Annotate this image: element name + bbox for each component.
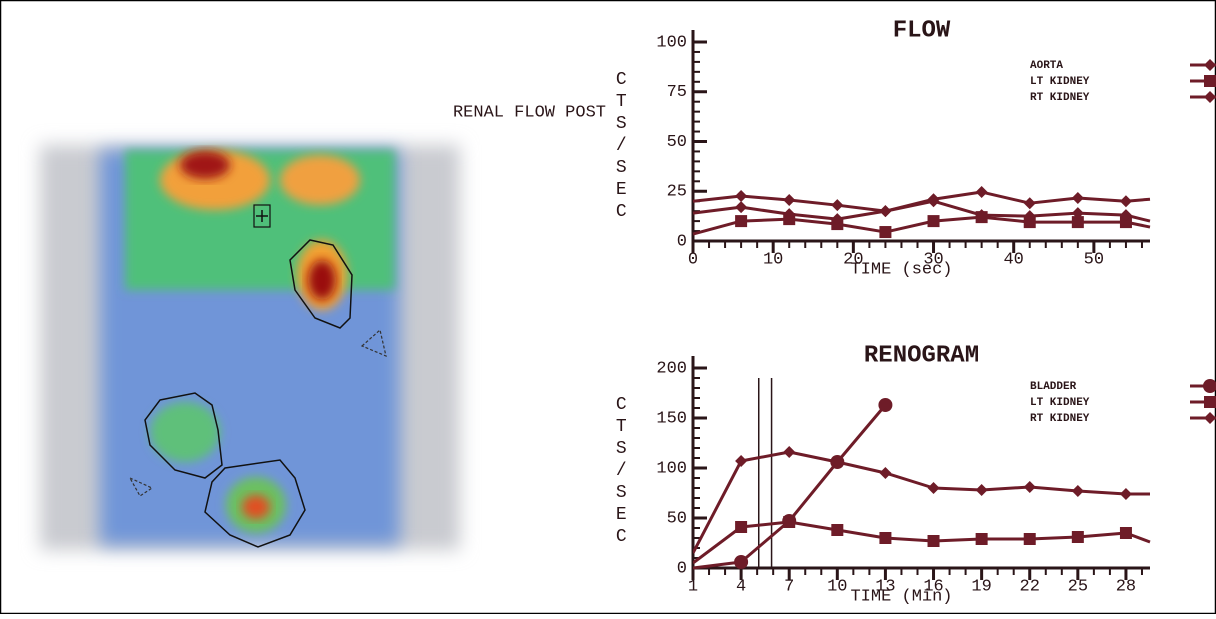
y-axis-label: CTS/SEC <box>611 395 631 549</box>
scintigram <box>40 145 460 550</box>
y-tick-label: 200 <box>656 359 687 378</box>
marker <box>1119 195 1132 208</box>
y-tick-label: 150 <box>656 409 687 428</box>
y-tick-label: 100 <box>656 33 687 52</box>
marker <box>1119 527 1132 539</box>
x-tick-label: 16 <box>923 577 943 596</box>
marker <box>735 215 748 228</box>
x-tick-label: 13 <box>875 577 895 596</box>
marker <box>734 555 749 569</box>
x-tick-label: 0 <box>688 250 698 269</box>
y-axis-label: CTS/SEC <box>611 70 631 224</box>
marker <box>831 524 844 536</box>
x-tick-label: 10 <box>827 577 847 596</box>
marker <box>1119 216 1132 229</box>
marker <box>927 195 940 208</box>
legend-label: LT KIDNEY <box>1030 397 1090 409</box>
x-tick-label: 1 <box>688 577 698 596</box>
x-tick-label: 7 <box>784 577 794 596</box>
x-tick-label: 28 <box>1116 577 1136 596</box>
x-tick-label: 20 <box>843 250 863 269</box>
legend-marker <box>1204 75 1216 87</box>
marker <box>1023 481 1036 493</box>
marker <box>975 209 988 222</box>
marker <box>878 398 893 412</box>
marker <box>735 521 748 533</box>
x-tick-label: 22 <box>1020 577 1040 596</box>
x-tick-label: 30 <box>923 250 943 269</box>
legend-marker <box>1204 59 1216 71</box>
marker <box>927 535 940 547</box>
marker <box>783 208 796 221</box>
marker <box>735 201 748 214</box>
y-tick-label: 0 <box>677 559 687 578</box>
legend-label: RT KIDNEY <box>1030 413 1090 425</box>
marker <box>783 446 796 458</box>
marker <box>975 186 988 199</box>
marker <box>879 532 892 544</box>
x-tick-label: 50 <box>1084 250 1104 269</box>
legend-label: AORTA <box>1030 60 1063 72</box>
legend-marker <box>1204 396 1216 408</box>
y-tick-label: 25 <box>667 183 687 202</box>
x-tick-label: 25 <box>1068 577 1088 596</box>
marker <box>735 455 748 467</box>
y-tick-label: 0 <box>677 232 687 251</box>
marker <box>783 516 796 528</box>
legend-label: LT KIDNEY <box>1030 76 1090 88</box>
marker <box>831 456 844 468</box>
marker <box>831 199 844 212</box>
x-axis-label: TIME (sec) <box>850 260 952 279</box>
x-tick-label: 4 <box>736 577 746 596</box>
x-tick-label: 10 <box>763 250 783 269</box>
marker <box>975 533 988 545</box>
marker <box>735 190 748 203</box>
legend-marker <box>1204 412 1216 424</box>
marker <box>831 213 844 226</box>
plot <box>692 186 1151 239</box>
marker <box>1071 207 1084 220</box>
marker <box>927 482 940 494</box>
marker <box>783 194 796 207</box>
marker <box>1071 192 1084 205</box>
legend-marker <box>1203 379 1216 393</box>
marker <box>1119 209 1132 222</box>
marker <box>879 467 892 479</box>
marker <box>1023 210 1036 223</box>
marker <box>1119 488 1132 500</box>
marker <box>975 484 988 496</box>
plot <box>693 398 1151 570</box>
marker <box>879 226 892 239</box>
marker <box>927 215 940 228</box>
marker <box>1071 531 1084 543</box>
legend-label: RT KIDNEY <box>1030 92 1090 104</box>
y-tick-label: 100 <box>656 459 687 478</box>
marker <box>879 205 892 218</box>
x-tick-label: 40 <box>1003 250 1023 269</box>
legend-label: BLADDER <box>1030 381 1077 393</box>
marker <box>1071 485 1084 497</box>
chart-title: RENOGRAM <box>864 342 979 369</box>
chart-title: FLOW <box>893 17 951 44</box>
x-tick-label: 19 <box>971 577 991 596</box>
image-label: RENAL FLOW POST <box>453 103 606 122</box>
y-tick-label: 75 <box>667 83 687 102</box>
marker <box>1023 197 1036 210</box>
y-tick-label: 50 <box>667 509 687 528</box>
x-axis-label: TIME (Min) <box>850 587 952 606</box>
marker <box>1071 216 1084 229</box>
marker <box>1023 533 1036 545</box>
legend-marker <box>1204 91 1216 103</box>
y-tick-label: 50 <box>667 133 687 152</box>
